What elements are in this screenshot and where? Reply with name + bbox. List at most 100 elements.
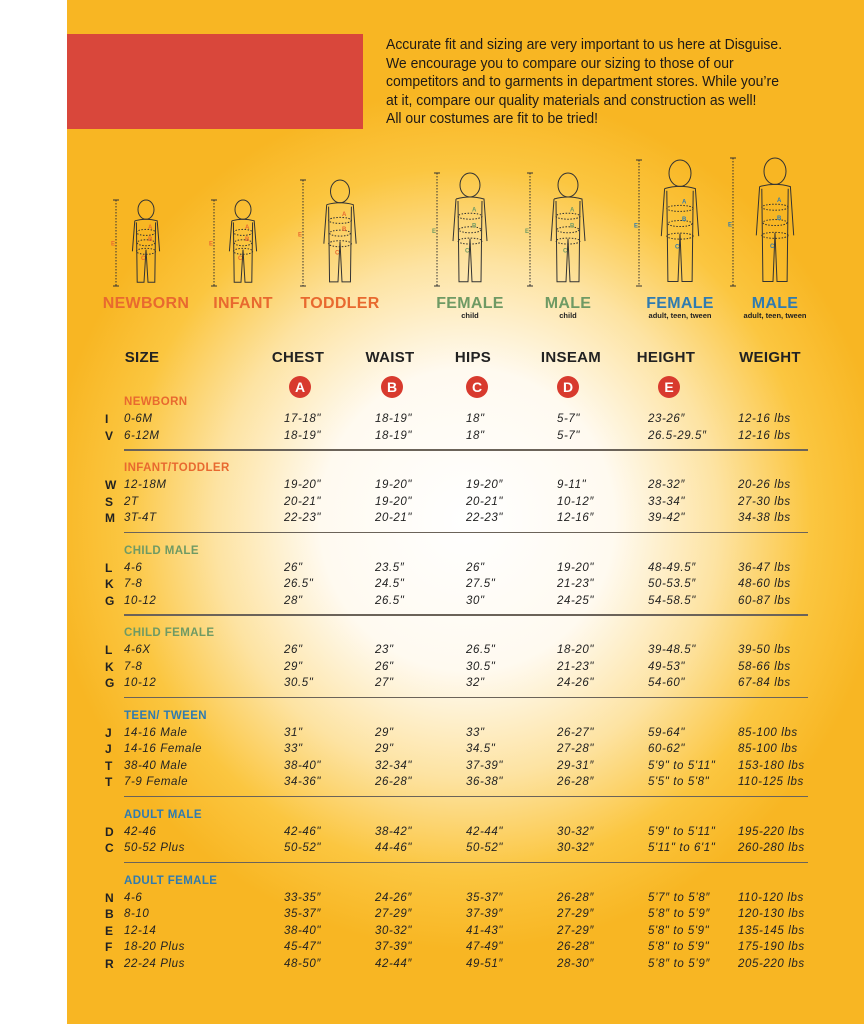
height-value: 5’8″ to 5’9″	[648, 957, 711, 970]
mark-c: C	[465, 248, 470, 254]
table-row: T 7-9 Female 34-36" 26-28" 36-38" 26-28″ 5'5" …	[96, 774, 808, 791]
height-value: 54-58.5"	[648, 594, 696, 607]
size-label: 14-16 Female	[124, 743, 203, 755]
hips-value: 18"	[466, 429, 485, 442]
waist-value: 44-46"	[375, 842, 413, 854]
hips-value: 20-21"	[466, 495, 504, 508]
body-outline-figure: E A B C	[634, 159, 700, 287]
size-label: 18-20 Plus	[124, 941, 185, 953]
size-code: C	[105, 841, 115, 855]
hips-value: 26.5"	[466, 644, 496, 656]
weight-value: 67-84 lbs	[738, 677, 791, 689]
waist-value: 30-32"	[375, 924, 413, 937]
header-waist: WAIST	[365, 349, 415, 366]
figure-label: NEWBORN	[102, 295, 190, 312]
height-value: 50-53.5″	[648, 578, 696, 590]
table-row: D 42-46 42-46" 38-42" 42-44" 30-32″ 5'9" to 5'…	[96, 824, 808, 841]
table-row: G 10-12 30.5" 27" 32" 24-26" 54-60" 67-84 lbs	[96, 675, 808, 692]
figure-label: TODDLER	[300, 295, 380, 312]
table-row: T 38-40 Male 38-40" 32-34" 37-39" 29-31″ 5'9" …	[96, 758, 808, 775]
chest-value: 29"	[284, 660, 303, 673]
size-code: W	[105, 478, 117, 492]
inseam-value: 27-29″	[557, 924, 595, 937]
waist-value: 24-26″	[375, 891, 413, 904]
size-chart-page	[67, 0, 864, 1024]
waist-value: 32-34"	[375, 759, 413, 772]
size-code: B	[105, 907, 115, 921]
section-heading: TEEN/ TWEEN	[124, 709, 207, 722]
section-divider	[96, 527, 808, 543]
figure-label: FEMALE	[436, 295, 504, 312]
size-label: 2T	[124, 495, 139, 508]
section-divider	[96, 791, 808, 807]
inseam-value: 21-23"	[557, 578, 595, 590]
brand-banner	[67, 34, 363, 129]
height-value: 5'8" to 5'9"	[648, 941, 710, 953]
height-value: 23-26″	[648, 413, 686, 425]
weight-value: 260-280 lbs	[738, 842, 805, 854]
mark-a: A	[570, 208, 575, 214]
size-label: 12-14	[124, 924, 157, 937]
weight-value: 85-100 lbs	[738, 743, 798, 755]
weight-value: 36-47 lbs	[738, 561, 791, 574]
section-divider	[96, 692, 808, 708]
inseam-value: 19-20"	[557, 561, 595, 574]
section-heading: NEWBORN	[124, 396, 188, 408]
size-code: T	[105, 758, 113, 773]
hips-value: 47-49"	[466, 941, 504, 953]
figure-label: MALE	[544, 295, 592, 312]
mark-c: C	[141, 256, 146, 262]
inseam-value: 9-11"	[557, 479, 587, 491]
weight-value: 175-190 lbs	[738, 941, 805, 953]
inseam-value: 18-20"	[557, 644, 595, 656]
height-value: 5'9" to 5'11"	[648, 825, 716, 838]
hips-value: 26"	[466, 561, 485, 574]
chest-value: 28"	[284, 594, 303, 607]
section-heading: ADULT FEMALE	[124, 874, 218, 887]
mark-a: A	[245, 225, 250, 231]
mark-c: C	[238, 256, 243, 262]
mark-b: B	[472, 224, 477, 230]
body-outline-figure: E A B C	[432, 172, 488, 287]
size-code: G	[105, 676, 115, 690]
chest-value: 26"	[284, 561, 303, 574]
table-row: G 10-12 28" 26.5" 30" 24-25" 54-58.5" 60-87 lbs	[96, 593, 808, 610]
height-value: 28-32″	[648, 479, 686, 491]
hips-value: 41-43"	[466, 924, 504, 937]
waist-value: 29"	[375, 726, 394, 739]
inseam-value: 27-28"	[557, 743, 595, 755]
mark-c: C	[335, 250, 340, 256]
weight-value: 12-16 lbs	[738, 429, 791, 442]
chest-value: 19-20"	[284, 479, 322, 491]
inseam-value: 26-28″	[557, 776, 595, 788]
height-value: 39-48.5"	[648, 644, 696, 656]
height-value: 59-64"	[648, 726, 686, 739]
waist-value: 18-19"	[375, 429, 413, 442]
mark-a: A	[342, 212, 347, 218]
mark-e: E	[111, 241, 115, 247]
badge-c: C	[466, 376, 488, 398]
size-code: L	[105, 643, 113, 657]
mark-b: B	[148, 237, 153, 243]
mark-b: B	[682, 217, 687, 223]
waist-value: 26-28"	[375, 776, 413, 788]
body-outline-figure: E A B C	[728, 157, 795, 287]
chest-value: 33-35″	[284, 891, 322, 904]
size-code: R	[105, 956, 115, 971]
size-label: 6-12M	[124, 429, 160, 442]
weight-value: 205-220 lbs	[738, 957, 805, 970]
waist-value: 20-21"	[375, 512, 413, 524]
chest-value: 18-19"	[284, 429, 322, 442]
table-row: K 7-8 29" 26" 30.5" 21-23" 49-53" 58-66 lbs	[96, 659, 808, 676]
table-row: F 18-20 Plus 45-47" 37-39" 47-49" 26-28" 5'8" …	[96, 939, 808, 956]
size-code: J	[105, 725, 113, 740]
figure-label: INFANT	[213, 295, 273, 312]
inseam-value: 12-16″	[557, 512, 595, 524]
chest-value: 17-18"	[284, 413, 322, 425]
waist-value: 24.5"	[375, 578, 405, 590]
chest-value: 31"	[284, 726, 303, 739]
table-row: L 4-6X 26" 23" 26.5" 18-20" 39-48.5" 39-50 lbs	[96, 642, 808, 659]
weight-value: 48-60 lbs	[738, 578, 791, 590]
size-code: K	[105, 577, 115, 591]
weight-value: 195-220 lbs	[738, 825, 805, 838]
